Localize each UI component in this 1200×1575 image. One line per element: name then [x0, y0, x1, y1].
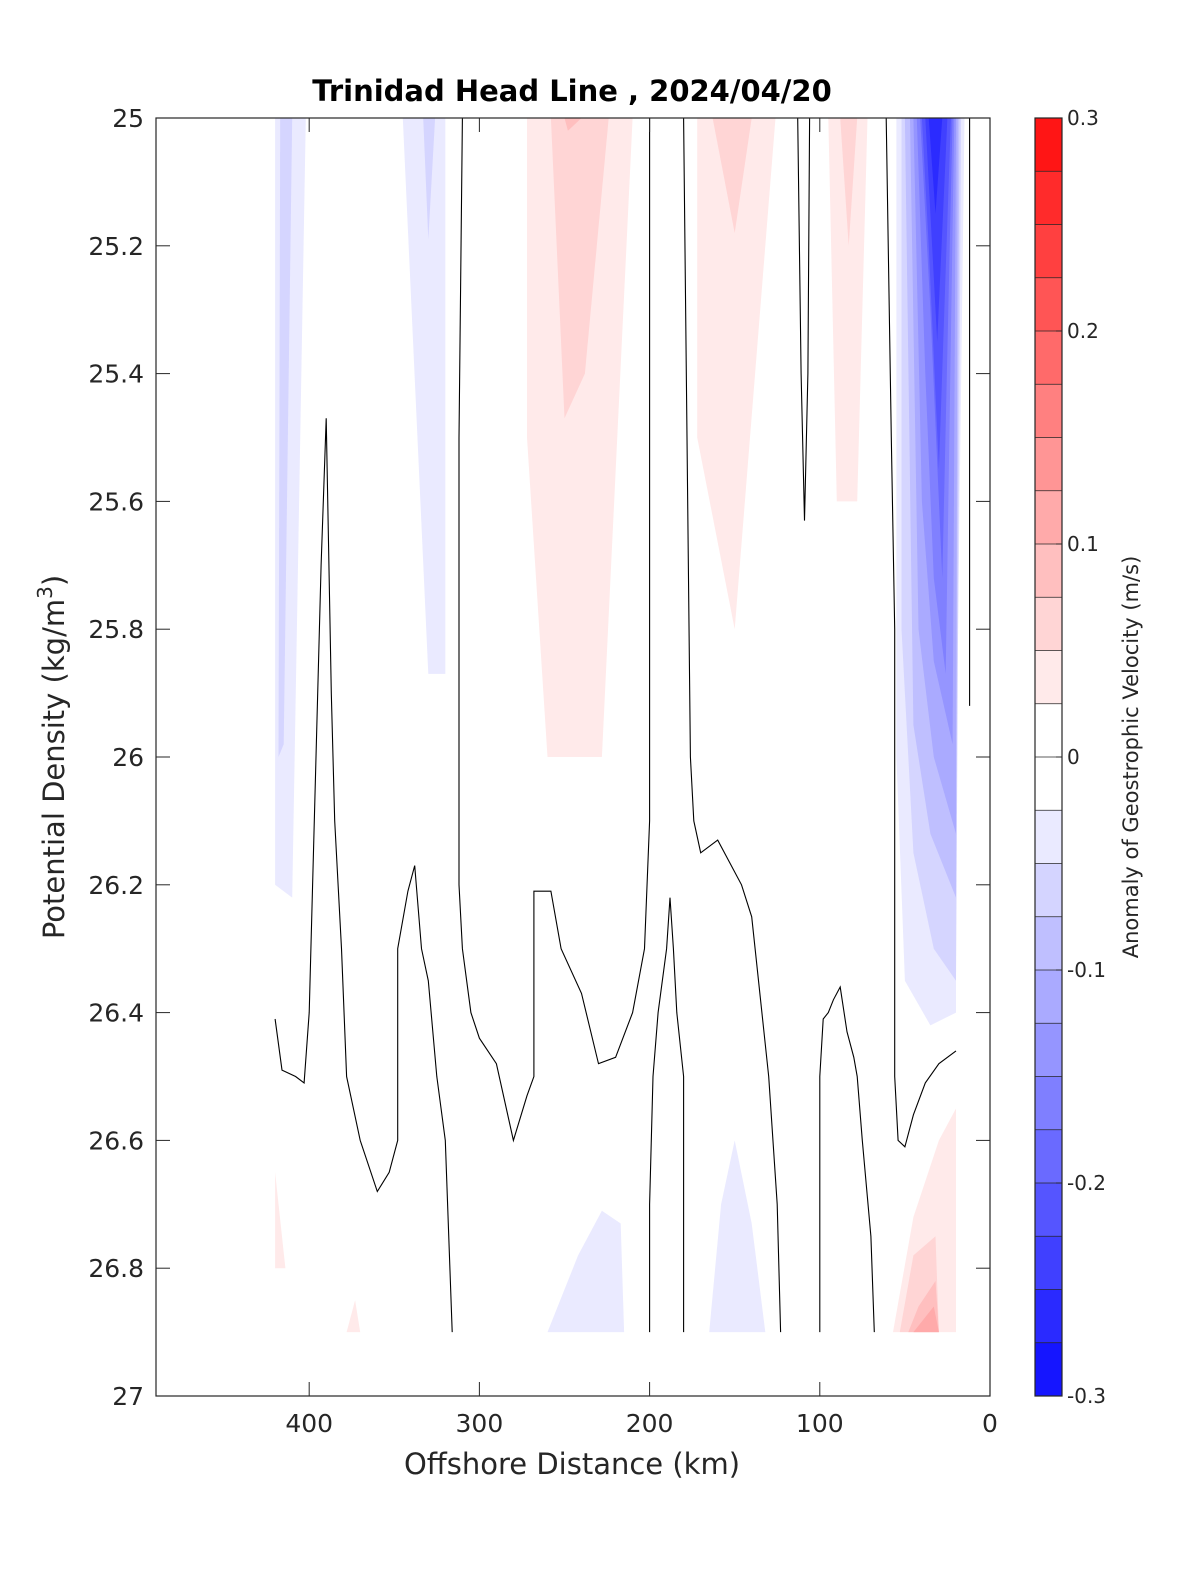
colorbar-band-0	[1035, 118, 1062, 172]
y-tick-label-2: 25.4	[88, 360, 144, 389]
colorbar-band-22	[1035, 1289, 1062, 1344]
colorbar-band-17	[1035, 1023, 1062, 1077]
colorbar-band-12	[1035, 757, 1062, 811]
colorbar-band-20	[1035, 1183, 1062, 1237]
y-tick-label-5: 26	[112, 743, 144, 772]
x-tick-label-400: 400	[285, 1409, 333, 1438]
x-axis: 400 300 200 100 0	[285, 118, 998, 1438]
zero-contour-5	[819, 985, 875, 1333]
colorbar-band-23	[1035, 1342, 1062, 1397]
velocity-region-4	[527, 118, 633, 757]
velocity-region-3	[423, 118, 436, 240]
colorbar-ticks: 0.3 0.2 0.1 0 -0.1 -0.2 -0.3	[1056, 106, 1106, 1408]
colorbar-band-4	[1035, 331, 1062, 385]
velocity-region-19	[925, 118, 948, 342]
y-axis-title-end: )	[37, 575, 71, 586]
y-axis-title-superscript: 3	[33, 586, 57, 599]
zero-contour-3	[649, 897, 685, 1333]
x-tick-label-200: 200	[626, 1409, 674, 1438]
velocity-region-2	[402, 118, 446, 674]
velocity-region-1	[278, 118, 293, 757]
colorbar-band-14	[1035, 863, 1062, 918]
y-tick-label-6: 26.2	[88, 871, 144, 900]
colorbar-band-6	[1035, 437, 1062, 492]
colorbar-band-16	[1035, 970, 1062, 1024]
y-tick-label-0: 25	[112, 104, 144, 133]
chart-title: Trinidad Head Line , 2024/04/20	[312, 74, 832, 108]
velocity-region-21	[547, 1210, 625, 1333]
zero-contour-6	[885, 117, 957, 1148]
y-tick-label-9: 26.8	[88, 1254, 144, 1283]
colorbar-band-10	[1035, 650, 1062, 705]
zero-contour-0	[274, 418, 453, 1333]
colorbar-band-11	[1035, 703, 1062, 758]
colorbar: 0.3 0.2 0.1 0 -0.1 -0.2 -0.3 Anomaly of Geostr…	[1034, 106, 1143, 1408]
x-tick-label-300: 300	[456, 1409, 504, 1438]
colorbar-band-18	[1035, 1076, 1062, 1131]
y-tick-label-3: 25.6	[88, 487, 144, 516]
zero-contour-1	[458, 117, 651, 1143]
y-tick-label-8: 26.6	[88, 1126, 144, 1155]
colorbar-band-3	[1035, 277, 1062, 332]
colorbar-band-5	[1035, 384, 1062, 438]
y-axis-title-text: Potential Density (kg/m	[37, 599, 71, 939]
velocity-region-23	[893, 1108, 956, 1333]
y-tick-label-7: 26.4	[88, 999, 144, 1028]
colorbar-band-13	[1035, 810, 1062, 864]
colorbar-title: Anomaly of Geostrophic Velocity (m/s)	[1119, 556, 1143, 959]
x-axis-title: Offshore Distance (km)	[404, 1447, 740, 1481]
x-tick-label-0: 0	[982, 1409, 998, 1438]
velocity-region-8	[712, 118, 752, 233]
velocity-region-22	[709, 1140, 766, 1333]
y-tick-label-1: 25.2	[88, 232, 144, 261]
velocity-region-6	[564, 118, 582, 131]
velocity-anomaly-fills	[275, 118, 965, 1333]
velocity-region-26	[913, 1306, 939, 1333]
colorbar-band-2	[1035, 224, 1062, 279]
colorbar-band-8	[1035, 544, 1062, 598]
colorbar-tick-label-1: 0.2	[1067, 319, 1099, 343]
y-axis-title: Potential Density (kg/m3)	[33, 575, 71, 939]
colorbar-band-19	[1035, 1129, 1062, 1184]
colorbar-band-21	[1035, 1236, 1062, 1290]
zero-contour-2	[683, 117, 782, 1333]
y-tick-label-10: 27	[112, 1382, 144, 1411]
colorbar-band-9	[1035, 597, 1062, 651]
colorbar-tick-label-2: 0.1	[1067, 532, 1099, 556]
velocity-region-5	[550, 118, 609, 419]
colorbar-band-7	[1035, 490, 1062, 545]
plot-area: 400 300 200 100 0 25 25.2 25.4 25.6 25.8 26 26.2 26…	[88, 104, 998, 1438]
velocity-region-20	[928, 118, 943, 214]
zero-contours	[274, 117, 971, 1333]
y-axis: 25 25.2 25.4 25.6 25.8 26 26.2 26.4 26.6 26.8 27	[88, 104, 990, 1411]
zero-contour-4	[797, 117, 811, 521]
colorbar-tick-label-4: -0.1	[1067, 958, 1106, 982]
velocity-region-27	[275, 1172, 286, 1269]
colorbar-tick-label-6: -0.3	[1067, 1384, 1106, 1408]
colorbar-band-1	[1035, 171, 1062, 225]
velocity-region-9	[828, 118, 868, 502]
velocity-region-7	[697, 118, 776, 630]
colorbar-tick-label-5: -0.2	[1067, 1171, 1106, 1195]
colorbar-band-15	[1035, 916, 1062, 971]
colorbar-bands	[1035, 118, 1062, 1397]
y-tick-label-4: 25.8	[88, 615, 144, 644]
colorbar-tick-label-3: 0	[1067, 745, 1080, 769]
x-tick-label-100: 100	[796, 1409, 844, 1438]
velocity-region-28	[346, 1300, 361, 1333]
colorbar-tick-label-0: 0.3	[1067, 106, 1099, 130]
velocity-region-10	[840, 118, 858, 246]
